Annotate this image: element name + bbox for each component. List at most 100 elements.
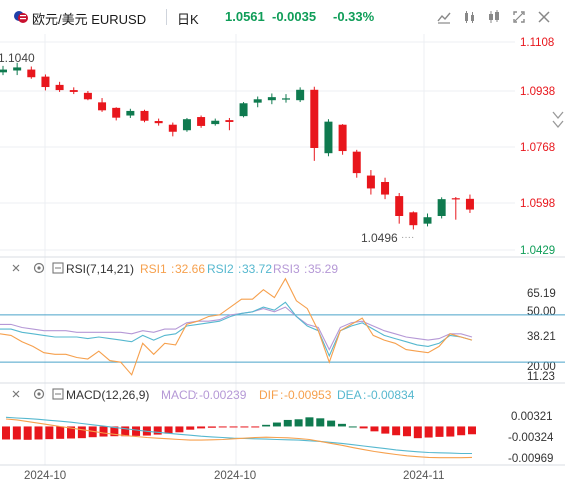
dif-legend-sep: :: [280, 388, 283, 402]
candle-body: [182, 119, 191, 131]
macd-panel: MACD(12,26,9) MACD : -0.00239 DIF : -0.0…: [2, 388, 554, 465]
macd-bar: [132, 426, 141, 436]
rsi2-legend-name: RSI2: [207, 262, 234, 276]
macd-bar: [457, 426, 466, 436]
macd-bar: [34, 426, 43, 440]
macd-bar: [283, 419, 292, 427]
macd-bar: [197, 426, 206, 429]
price-axis-scroll-handle[interactable]: [552, 111, 564, 129]
macd-bar: [424, 426, 433, 438]
period-selector[interactable]: 日K: [177, 12, 199, 27]
macd-bar: [305, 417, 314, 427]
dif-legend-name: DIF: [259, 388, 278, 402]
candle-body: [437, 199, 446, 216]
candle-body: [168, 124, 177, 132]
macd-bar: [337, 423, 346, 427]
header-divider: [166, 9, 167, 25]
macd-bar: [56, 426, 65, 439]
price-axis-tick: 1.0598: [520, 198, 555, 210]
macd-lines: [5, 416, 473, 459]
macd-bar: [164, 426, 173, 434]
macd-bar: [435, 426, 444, 437]
macd-bar: [67, 426, 76, 439]
bar-settings-icon[interactable]: [463, 10, 479, 26]
macd-bar: [370, 426, 379, 432]
rsi-axis-tick: 20.00: [527, 361, 556, 373]
macd-bar: [121, 426, 130, 437]
macd-bar: [45, 426, 54, 440]
dea-legend-sep: :: [363, 388, 366, 402]
candle-body: [451, 198, 460, 200]
candle-body: [225, 120, 234, 122]
macd-axis-tick: -0.00324: [508, 432, 554, 444]
macd-bar: [316, 418, 325, 427]
macd-bar: [294, 419, 303, 427]
candle-body: [381, 181, 390, 195]
pen-tool-icon[interactable]: [437, 10, 453, 26]
dea-line: [5, 416, 472, 455]
macd-bar: [348, 426, 357, 428]
candle-type-icon[interactable]: [487, 10, 503, 26]
macd-title: MACD(12,26,9): [66, 388, 149, 402]
macd-bar: [99, 426, 108, 437]
candle-body: [239, 103, 248, 117]
macd-bar: [2, 426, 10, 440]
symbol-label[interactable]: 欧元/美元 EURUSD: [32, 12, 147, 27]
dea-legend-value: -0.00834: [367, 388, 415, 402]
rsi3-legend-value: 35.29: [308, 262, 338, 276]
rsi-axis-tick: 65.19: [527, 288, 556, 300]
dif-legend-value: -0.00953: [284, 388, 332, 402]
macd-bar: [413, 426, 422, 439]
candle-body: [69, 90, 78, 92]
macd-bar: [23, 426, 32, 440]
rsi-axis-tick: 11.23: [527, 371, 555, 383]
candle-body: [282, 98, 290, 100]
candle-body: [338, 124, 347, 152]
candle-body: [366, 175, 375, 189]
candle-body: [465, 198, 474, 210]
rsi-settings-icons[interactable]: [12, 262, 64, 274]
price-axis-tick: 1.1108: [520, 37, 554, 49]
macd-bar: [229, 426, 238, 428]
rsi-line-1: [0, 277, 473, 376]
rsi-line-3: [0, 306, 473, 351]
macd-settings-icons[interactable]: [12, 388, 64, 400]
macd-legend-value: -0.00239: [199, 388, 247, 402]
candle-body: [395, 196, 404, 216]
macd-bar: [240, 426, 249, 428]
expand-icon[interactable]: [512, 10, 528, 26]
time-axis: 2024-10 2024-10 2024-11: [24, 470, 444, 482]
candle-body: [0, 69, 7, 73]
macd-bar: [381, 426, 390, 434]
candle-body: [98, 102, 107, 111]
candle-body: [154, 121, 163, 124]
time-axis-tick: 2024-11: [403, 470, 444, 482]
price-change-pct: -0.33%: [333, 9, 375, 24]
rsi1-legend-sep: :: [171, 262, 174, 276]
price-axis-tick: 1.0938: [520, 86, 555, 98]
macd-bar: [77, 426, 86, 439]
candle-body: [352, 151, 361, 174]
price-axis: 1.1108 1.0938 1.0768 1.0598 1.0429: [520, 37, 555, 257]
macd-bar: [12, 426, 21, 440]
rsi3-legend-sep: :: [304, 262, 307, 276]
rsi-axis-tick: 38.21: [527, 331, 556, 343]
candle-body: [211, 120, 220, 125]
low-annotation-leader: ····: [401, 232, 414, 243]
rsi1-legend-name: RSI1: [140, 262, 167, 276]
macd-bar: [262, 424, 271, 427]
rsi2-legend-value: 33.72: [242, 262, 272, 276]
price-change: -0.0035: [272, 9, 317, 24]
close-icon[interactable]: [537, 10, 553, 26]
macd-bar: [175, 426, 184, 433]
candle-body: [112, 107, 121, 118]
macd-bar: [186, 426, 195, 430]
rsi-title: RSI(7,14,21): [66, 262, 134, 276]
rsi-line-2: [0, 301, 473, 358]
macd-axis-tick: -0.00969: [508, 453, 553, 465]
last-price: 1.0561: [225, 9, 265, 24]
dea-legend-name: DEA: [337, 388, 362, 402]
macd-bar: [110, 426, 119, 437]
macd-bar: [327, 420, 336, 427]
